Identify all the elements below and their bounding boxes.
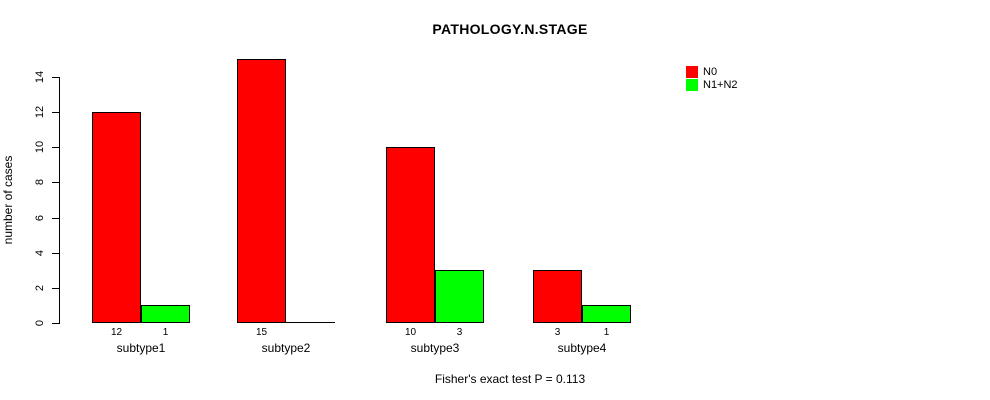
y-axis-tick xyxy=(52,182,60,184)
y-axis-tick xyxy=(52,323,60,324)
legend-item: N1+N2 xyxy=(686,79,738,91)
legend-swatch-icon xyxy=(686,66,698,78)
category-label-subtype4: subtype4 xyxy=(557,341,607,355)
bar-value-label: 3 xyxy=(554,327,561,338)
bar-value-label: 3 xyxy=(456,327,463,338)
bar-value-label: 15 xyxy=(255,327,268,338)
bar-n1-n2-subtype3 xyxy=(435,270,484,323)
y-axis-tick-label: 6 xyxy=(34,214,46,221)
bar-n0-subtype4 xyxy=(533,270,582,323)
y-axis-tick xyxy=(52,112,60,114)
bar-n1-n2-subtype1 xyxy=(141,305,190,323)
chart-title: PATHOLOGY.N.STAGE xyxy=(432,21,588,37)
legend-swatch-icon xyxy=(686,79,698,91)
y-axis-tick xyxy=(52,287,60,289)
y-axis-tick-label: 4 xyxy=(34,249,46,256)
y-axis-tick xyxy=(52,147,60,149)
bar-value-label: 10 xyxy=(404,327,417,338)
y-axis-tick-label: 0 xyxy=(34,319,46,327)
y-axis-tick xyxy=(52,252,60,254)
legend: N0 N1+N2 xyxy=(686,66,738,91)
legend-label: N0 xyxy=(703,66,718,78)
legend-item: N0 xyxy=(686,66,738,78)
category-label-subtype3: subtype3 xyxy=(410,341,460,355)
y-axis-tick-label: 10 xyxy=(34,141,46,154)
legend-label: N1+N2 xyxy=(703,79,738,91)
category-label-subtype2: subtype2 xyxy=(261,341,311,355)
bar-value-label: 1 xyxy=(162,327,169,338)
fisher-test-annotation: Fisher's exact test P = 0.113 xyxy=(434,372,586,386)
bar-n0-subtype1 xyxy=(92,112,141,323)
bar-zero-line xyxy=(286,322,335,323)
y-axis-tick xyxy=(52,77,60,79)
y-axis-tick-label: 2 xyxy=(34,284,46,291)
bar-value-label: 1 xyxy=(603,327,610,338)
y-axis-tick-label: 8 xyxy=(34,179,46,186)
y-axis-line xyxy=(59,77,60,324)
bar-n1-n2-subtype4 xyxy=(582,305,631,323)
y-axis-tick-label: 14 xyxy=(34,70,46,84)
bar-value-label: 12 xyxy=(110,327,123,338)
y-axis-tick xyxy=(52,217,60,219)
y-axis-tick-label: 12 xyxy=(34,106,46,119)
category-label-subtype1: subtype1 xyxy=(116,341,166,355)
bar-n0-subtype2 xyxy=(237,59,286,323)
bar-n0-subtype3 xyxy=(386,147,435,323)
y-axis-title: number of cases xyxy=(1,155,15,245)
